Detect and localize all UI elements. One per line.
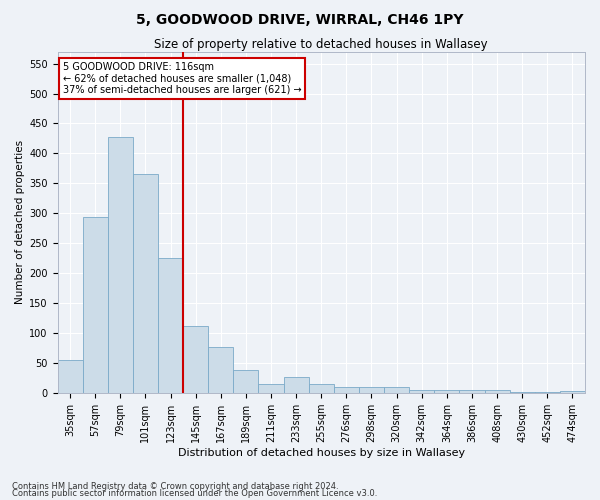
Y-axis label: Number of detached properties: Number of detached properties — [15, 140, 25, 304]
Bar — [58, 360, 83, 392]
Bar — [409, 390, 434, 392]
Bar — [308, 384, 334, 392]
Text: Contains HM Land Registry data © Crown copyright and database right 2024.: Contains HM Land Registry data © Crown c… — [12, 482, 338, 491]
Text: 5, GOODWOOD DRIVE, WIRRAL, CH46 1PY: 5, GOODWOOD DRIVE, WIRRAL, CH46 1PY — [136, 12, 464, 26]
Bar — [485, 390, 509, 392]
Text: 5 GOODWOOD DRIVE: 116sqm
← 62% of detached houses are smaller (1,048)
37% of sem: 5 GOODWOOD DRIVE: 116sqm ← 62% of detach… — [63, 62, 301, 95]
Bar — [334, 386, 359, 392]
Bar — [560, 391, 585, 392]
Bar — [233, 370, 259, 392]
Bar — [460, 390, 485, 392]
Bar — [108, 136, 133, 392]
Bar — [284, 377, 308, 392]
Bar — [133, 174, 158, 392]
Bar — [384, 386, 409, 392]
Text: Contains public sector information licensed under the Open Government Licence v3: Contains public sector information licen… — [12, 490, 377, 498]
Bar — [208, 347, 233, 393]
Bar — [83, 218, 108, 392]
Bar — [359, 388, 384, 392]
Bar — [259, 384, 284, 392]
Title: Size of property relative to detached houses in Wallasey: Size of property relative to detached ho… — [154, 38, 488, 51]
Bar — [183, 326, 208, 392]
Bar — [434, 390, 460, 392]
Bar — [158, 258, 183, 392]
X-axis label: Distribution of detached houses by size in Wallasey: Distribution of detached houses by size … — [178, 448, 465, 458]
